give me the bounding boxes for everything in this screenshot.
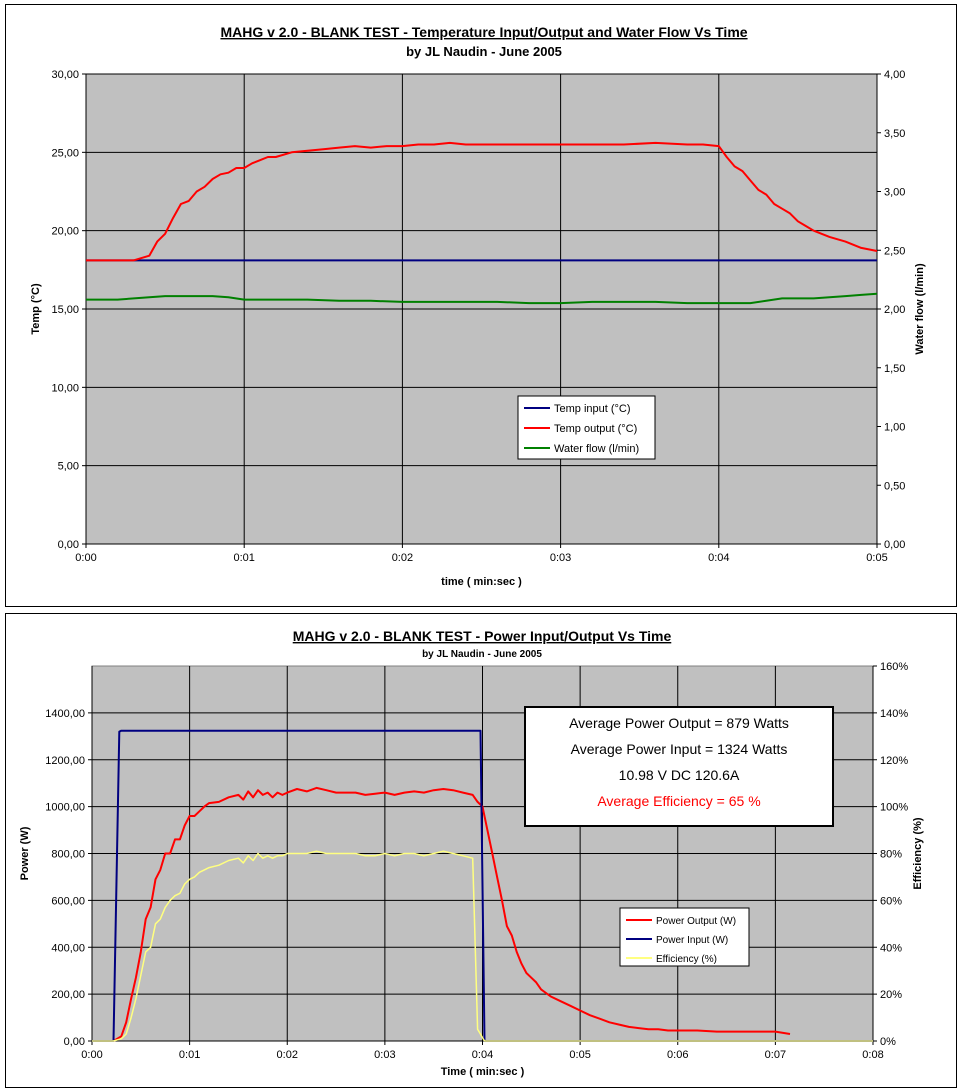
y-tick-label: 1400,00 — [45, 708, 85, 720]
legend-label-2: Temp output (°C) — [554, 423, 637, 435]
x-tick-label: 0:05 — [866, 552, 887, 564]
y2-tick-label: 4,00 — [884, 69, 905, 81]
y2-tick-label: 3,00 — [884, 187, 905, 199]
x-tick-label: 0:07 — [765, 1049, 786, 1061]
legend-label-2: Power Input (W) — [656, 935, 728, 946]
y-tick-label: 600,00 — [51, 895, 85, 907]
y2-tick-label: 1,00 — [884, 422, 905, 434]
y-tick-label: 200,00 — [51, 989, 85, 1001]
y2-tick-label: 0% — [880, 1036, 896, 1048]
y-tick-label: 30,00 — [51, 69, 79, 81]
y2-axis-label: Water flow (l/min) — [914, 263, 926, 355]
y-tick-label: 400,00 — [51, 942, 85, 954]
x-tick-label: 0:03 — [550, 552, 571, 564]
x-tick-label: 0:01 — [233, 552, 254, 564]
series-line-3 — [92, 850, 873, 1042]
y-tick-label: 800,00 — [51, 849, 85, 861]
x-tick-label: 0:02 — [277, 1049, 298, 1061]
series-line-1 — [112, 786, 791, 1042]
y2-tick-label: 60% — [880, 895, 902, 907]
x-tick-label: 0:04 — [472, 1049, 493, 1061]
y2-tick-label: 140% — [880, 708, 908, 720]
x-tick-label: 0:02 — [392, 552, 413, 564]
y-tick-label: 25,00 — [51, 147, 79, 159]
legend-label-3: Water flow (l/min) — [554, 443, 639, 455]
legend-box — [619, 907, 750, 967]
x-axis-label: Time ( min:sec ) — [441, 1066, 525, 1078]
annotation-power-input: Average Power Input = 1324 Watts — [571, 741, 788, 757]
annotation-efficiency: Average Efficiency = 65 % — [597, 793, 760, 809]
chart-title: MAHG v 2.0 - BLANK TEST - Power Input/Ou… — [293, 628, 672, 644]
temperature-chart-panel: 0,00 5,00 10,00 15,00 20,00 25,00 30,00 0,00 0,5… — [5, 4, 957, 607]
y2-tick-label: 1,50 — [884, 363, 905, 375]
y2-tick-label: 2,50 — [884, 245, 905, 257]
annotation-box — [524, 706, 834, 827]
y2-tick-label: 100% — [880, 802, 908, 814]
y2-tick-label: 160% — [880, 661, 908, 673]
y-tick-label: 20,00 — [51, 226, 79, 238]
annotation-power-output: Average Power Output = 879 Watts — [569, 715, 789, 731]
y2-tick-label: 40% — [880, 942, 902, 954]
chart-title: MAHG v 2.0 - BLANK TEST - Temperature In… — [220, 24, 747, 40]
y2-axis-label: Efficiency (%) — [912, 817, 924, 889]
x-tick-label: 0:05 — [569, 1049, 590, 1061]
x-tick-label: 0:08 — [862, 1049, 883, 1061]
y2-tick-label: 80% — [880, 849, 902, 861]
x-tick-label: 0:01 — [179, 1049, 200, 1061]
x-tick-label: 0:00 — [81, 1049, 102, 1061]
temperature-chart: 0,00 5,00 10,00 15,00 20,00 25,00 30,00 0,00 0,5… — [30, 24, 926, 588]
y2-tick-label: 3,50 — [884, 128, 905, 140]
y-tick-label: 0,00 — [58, 539, 79, 551]
y-axis-label: Power (W) — [19, 826, 31, 880]
y-axis-label: Temp (°C) — [30, 283, 42, 335]
y2-tick-label: 2,00 — [884, 304, 905, 316]
x-tick-label: 0:06 — [667, 1049, 688, 1061]
series-line-2 — [86, 141, 878, 262]
annotation-voltage-current: 10.98 V DC 120.6A — [619, 767, 740, 783]
x-tick-label: 0:04 — [708, 552, 729, 564]
y-tick-label: 1200,00 — [45, 755, 85, 767]
chart-subtitle: by JL Naudin - June 2005 — [422, 649, 542, 660]
x-axis-label: time ( min:sec ) — [441, 576, 522, 588]
y-tick-label: 5,00 — [58, 461, 79, 473]
y-tick-label: 1000,00 — [45, 802, 85, 814]
legend-label-1: Power Output (W) — [656, 916, 736, 927]
legend-label-3: Efficiency (%) — [656, 954, 717, 965]
chart-subtitle: by JL Naudin - June 2005 — [406, 44, 562, 59]
y2-tick-label: 0,50 — [884, 480, 905, 492]
power-chart: 0,00 200,00 400,00 600,00 800,00 1000,00 1200,… — [19, 628, 924, 1078]
power-chart-panel: 0,00 200,00 400,00 600,00 800,00 1000,00 1200,… — [5, 613, 957, 1088]
legend-label-1: Temp input (°C) — [554, 403, 631, 415]
x-tick-label: 0:03 — [374, 1049, 395, 1061]
y-tick-label: 15,00 — [51, 304, 79, 316]
y2-tick-label: 0,00 — [884, 539, 905, 551]
y2-tick-label: 120% — [880, 755, 908, 767]
y2-tick-label: 20% — [880, 989, 902, 1001]
series-line-3 — [86, 292, 878, 305]
y-tick-label: 10,00 — [51, 382, 79, 394]
y-tick-label: 0,00 — [64, 1036, 85, 1048]
x-tick-label: 0:00 — [75, 552, 96, 564]
